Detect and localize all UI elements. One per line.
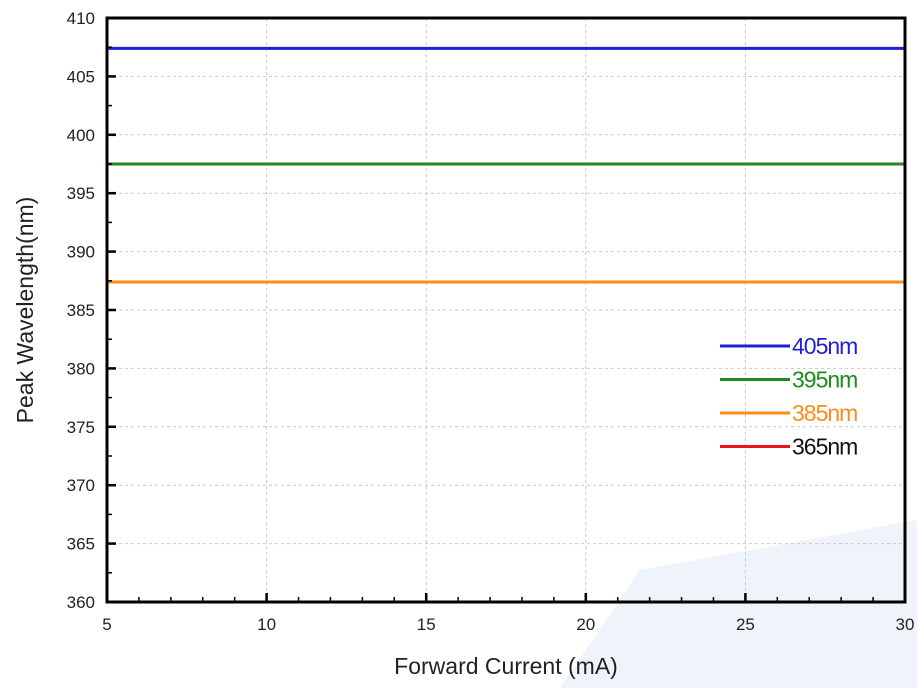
y-tick-label: 360 <box>67 593 95 612</box>
x-tick-label: 10 <box>257 615 276 634</box>
grid-lines <box>107 18 905 602</box>
legend-label-405nm: 405nm <box>792 333 857 359</box>
y-tick-label: 365 <box>67 535 95 554</box>
y-tick-label: 390 <box>67 243 95 262</box>
watermark-logo <box>560 520 917 688</box>
x-axis-title: Forward Current (mA) <box>394 653 618 679</box>
y-tick-label: 370 <box>67 476 95 495</box>
axis-ticks: 5 10 15 20 25 30 360 365 370 375 380 385 390 395 400 40… <box>67 9 915 634</box>
x-tick-label: 5 <box>102 615 111 634</box>
x-tick-label: 20 <box>576 615 595 634</box>
x-tick-label: 25 <box>736 615 755 634</box>
y-tick-label: 395 <box>67 184 95 203</box>
y-tick-label: 400 <box>67 126 95 145</box>
legend: 405nm 395nm 385nm 365nm <box>720 333 858 460</box>
y-axis-title: Peak Wavelength(nm) <box>12 197 38 424</box>
legend-label-395nm: 395nm <box>792 367 857 393</box>
legend-label-385nm: 385nm <box>792 400 857 426</box>
legend-label-365nm: 365nm <box>792 434 857 460</box>
x-tick-label: 15 <box>417 615 436 634</box>
x-tick-label: 30 <box>896 615 915 634</box>
series-lines <box>107 46 905 284</box>
watermark-shape <box>560 520 917 688</box>
y-tick-label: 410 <box>67 9 95 28</box>
y-tick-label: 380 <box>67 359 95 378</box>
y-tick-label: 385 <box>67 301 95 320</box>
y-tick-label: 375 <box>67 418 95 437</box>
y-tick-label: 405 <box>67 67 95 86</box>
